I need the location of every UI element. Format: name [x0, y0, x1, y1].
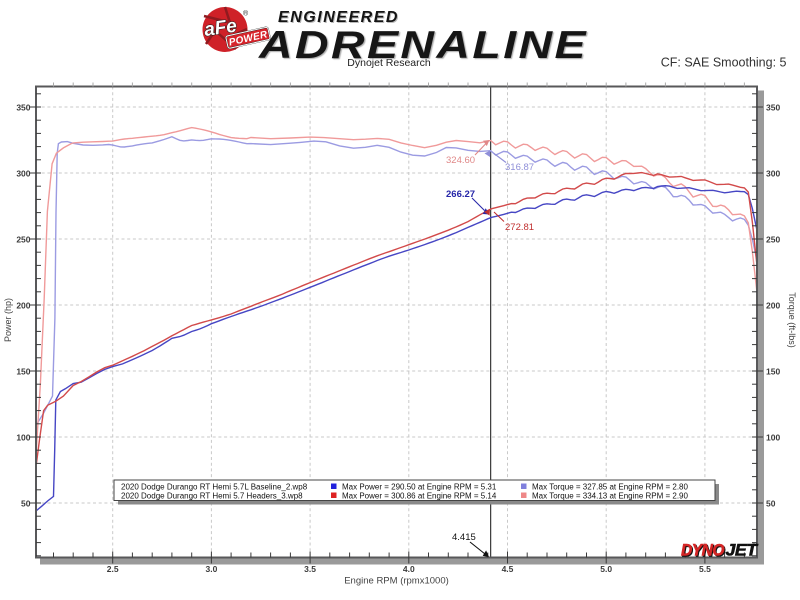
svg-text:4.5: 4.5	[502, 564, 514, 574]
svg-text:200: 200	[16, 301, 30, 311]
svg-text:250: 250	[16, 235, 30, 245]
svg-text:DYNO: DYNO	[682, 543, 726, 561]
svg-text:DYNO: DYNO	[681, 542, 725, 560]
svg-text:324.60: 324.60	[446, 155, 475, 166]
svg-text:50: 50	[766, 499, 776, 509]
svg-text:4.0: 4.0	[403, 564, 415, 574]
svg-text:150: 150	[16, 367, 30, 377]
svg-text:CF: SAE Smoothing: 5: CF: SAE Smoothing: 5	[661, 56, 787, 70]
svg-text:100: 100	[16, 433, 30, 443]
svg-text:3.0: 3.0	[205, 564, 217, 574]
svg-text:Max Torque = 327.85 at Engine: Max Torque = 327.85 at Engine RPM = 2.80	[532, 483, 689, 492]
svg-text:300: 300	[766, 169, 780, 179]
svg-text:2020 Dodge Durango RT Hemi 5.7: 2020 Dodge Durango RT Hemi 5.7L Baseline…	[121, 483, 308, 492]
svg-text:4.415: 4.415	[452, 532, 476, 543]
svg-text:5.5: 5.5	[699, 564, 711, 574]
svg-text:Max Torque = 334.13 at Engine: Max Torque = 334.13 at Engine RPM = 2.90	[532, 492, 689, 501]
svg-text:Torque (ft-lbs): Torque (ft-lbs)	[787, 292, 797, 348]
svg-text:350: 350	[766, 103, 780, 113]
svg-text:272.81: 272.81	[505, 222, 534, 233]
svg-text:Power (hp): Power (hp)	[3, 298, 13, 342]
svg-text:2.5: 2.5	[107, 564, 119, 574]
svg-text:250: 250	[766, 235, 780, 245]
svg-text:Max Power = 290.50 at Engine R: Max Power = 290.50 at Engine RPM = 5.31	[342, 483, 497, 492]
svg-text:Dynojet Research: Dynojet Research	[347, 57, 431, 69]
svg-text:150: 150	[766, 367, 780, 377]
svg-text:300: 300	[16, 169, 30, 179]
svg-text:100: 100	[766, 433, 780, 443]
svg-text:266.27: 266.27	[446, 189, 475, 200]
svg-text:5.0: 5.0	[600, 564, 612, 574]
svg-text:50: 50	[21, 499, 31, 509]
svg-text:3.5: 3.5	[304, 564, 316, 574]
svg-text:™: ™	[752, 543, 757, 549]
svg-text:Engine RPM (rpmx1000): Engine RPM (rpmx1000)	[344, 576, 449, 587]
svg-text:350: 350	[16, 103, 30, 113]
svg-text:Max Power = 300.86 at Engine R: Max Power = 300.86 at Engine RPM = 5.14	[342, 492, 497, 501]
svg-text:316.87: 316.87	[505, 162, 534, 173]
svg-text:2020 Dodge Durango RT Hemi 5.7: 2020 Dodge Durango RT Hemi 5.7 Headers_3…	[121, 492, 303, 501]
svg-text:200: 200	[766, 301, 780, 311]
svg-text:JET: JET	[726, 542, 760, 560]
